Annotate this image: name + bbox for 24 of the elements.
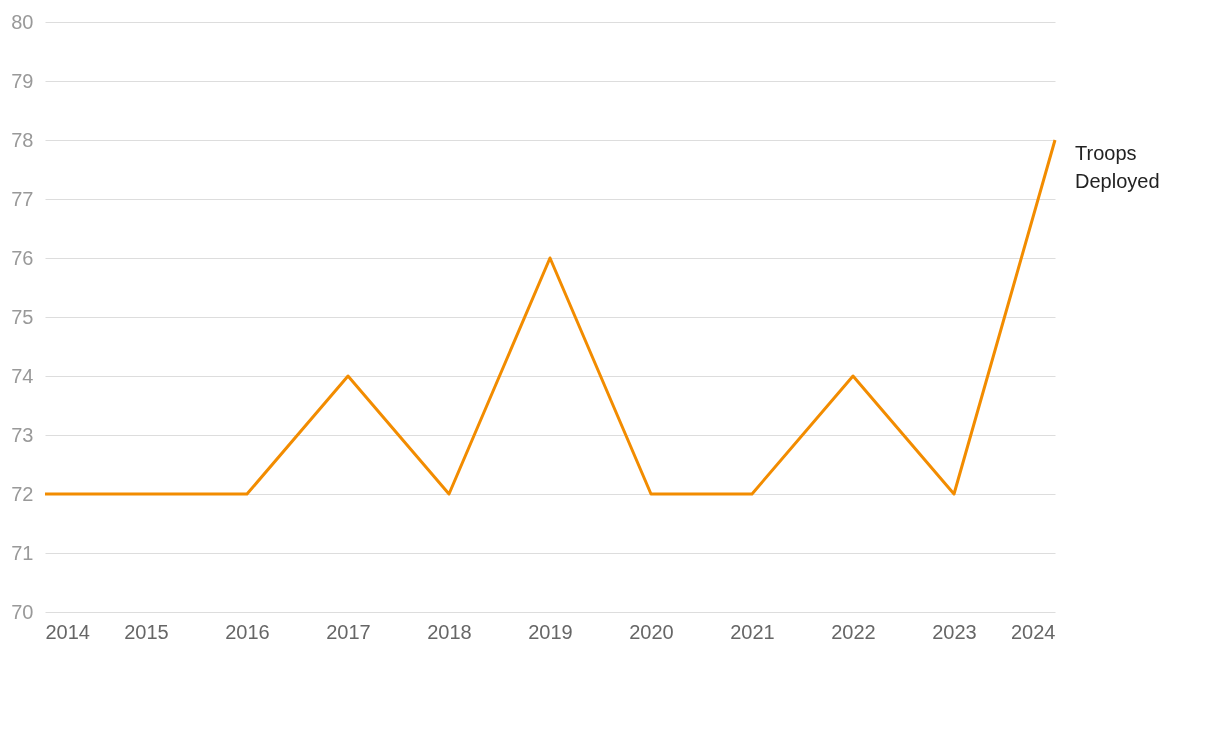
x-tick-label: 2021 (730, 620, 775, 643)
y-tick-label: 71 (11, 541, 34, 564)
x-tick-label: 2023 (932, 620, 977, 643)
y-tick-label: 73 (11, 423, 34, 446)
x-tick-label: 2016 (225, 620, 270, 643)
line-series (43, 138, 1057, 496)
y-tick-label: 70 (11, 600, 34, 623)
y-tick-label: 79 (11, 69, 34, 92)
y-tick-label: 78 (11, 128, 34, 151)
y-tick-label: 75 (11, 305, 34, 328)
x-tick-label: 2022 (831, 620, 876, 643)
y-tick-label: 76 (11, 246, 34, 269)
x-tick-label: 2024 (1011, 620, 1056, 643)
y-tick-label: 77 (11, 187, 34, 210)
x-tick-label: 2020 (629, 620, 674, 643)
series-label: Troops Deployed (1075, 142, 1160, 192)
x-tick-label: 2017 (326, 620, 371, 643)
x-tick-label: 2018 (427, 620, 472, 643)
x-tick-label: 2015 (124, 620, 169, 643)
y-tick-label: 74 (11, 364, 34, 387)
y-tick-label: 80 (11, 10, 34, 33)
x-tick-label: 2014 (45, 620, 90, 643)
y-tick-label: 72 (11, 482, 34, 505)
x-tick-label: 2019 (528, 620, 573, 643)
